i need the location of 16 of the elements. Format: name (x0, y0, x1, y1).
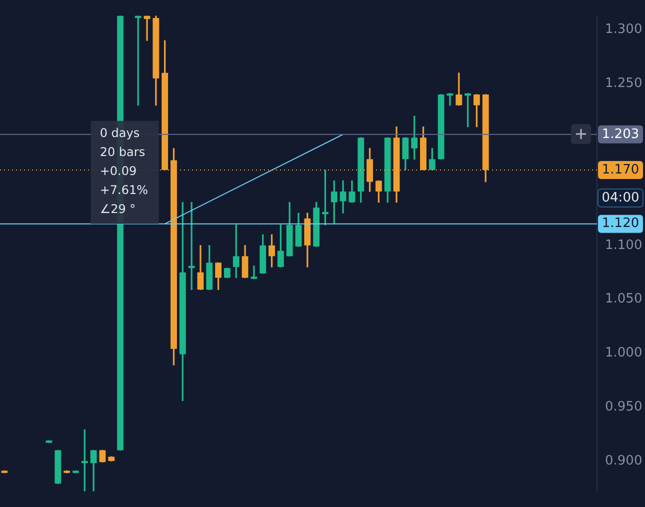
y-tick-label: 0.900 (605, 453, 642, 468)
annotation: +7.61% (100, 182, 148, 197)
y-tick-label: 1.300 (605, 22, 642, 38)
y-tick-label: 1.000 (605, 346, 642, 361)
annotation: 0 days (100, 126, 140, 140)
text: 04:00 (602, 190, 640, 206)
ref-line-label: 1.170 (602, 162, 640, 178)
annotation: 20 bars (100, 144, 146, 159)
y-tick-label: 1.250 (605, 76, 642, 92)
ref-line-label: 1.203 (602, 126, 640, 142)
annotation: +0.09 (100, 164, 137, 178)
y-tick-label: 0.950 (605, 399, 642, 414)
ref-line-label: 1.120 (602, 216, 640, 232)
y-tick-label: 1.050 (605, 292, 642, 307)
y-tick-label: 1.100 (605, 238, 642, 253)
annotation: ∠29 ° (100, 202, 136, 216)
